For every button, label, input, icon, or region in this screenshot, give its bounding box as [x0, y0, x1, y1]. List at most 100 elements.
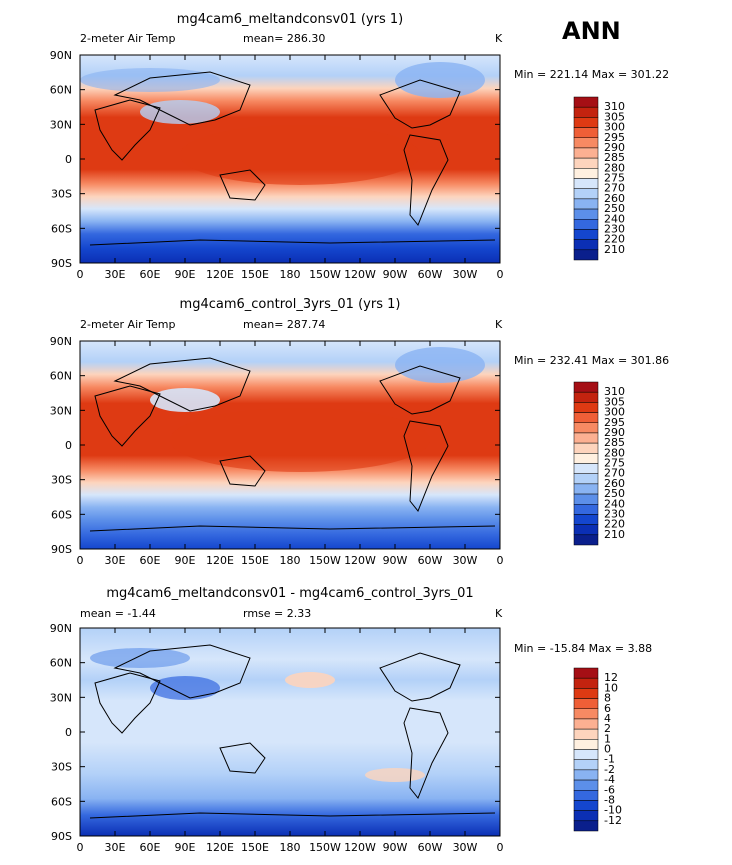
colorbar-label: 250: [604, 487, 625, 500]
lon-tick-label: 180: [280, 554, 301, 567]
lon-tick-label: 60E: [140, 841, 161, 854]
lon-tick-label: 180: [280, 841, 301, 854]
colorbar-swatch: [573, 790, 599, 801]
colorbar-swatch: [573, 442, 599, 454]
lon-tick-label: 120W: [344, 554, 376, 567]
colorbar-swatch: [573, 800, 599, 811]
colorbar-label: 300: [604, 406, 625, 419]
colorbar-swatch: [573, 677, 599, 689]
colorbar-label: 260: [604, 192, 625, 205]
panel-2-greenland-cool: [395, 347, 485, 383]
lon-tick-label: 60E: [140, 268, 161, 281]
panel-3: mg4cam6_meltandconsv01 - mg4cam6_control…: [50, 586, 652, 854]
colorbar-label: -1: [604, 753, 615, 766]
colorbar-label: 290: [604, 426, 625, 439]
colorbar-swatch: [573, 239, 599, 251]
panel-1-title: mg4cam6_meltandconsv01 (yrs 1): [177, 12, 403, 27]
panel-1-stats: Min = 221.14 Max = 301.22: [514, 68, 669, 81]
lat-tick-label: 30S: [51, 761, 72, 774]
colorbar-swatch: [573, 493, 599, 505]
colorbar-label: 220: [604, 518, 625, 531]
lat-tick-label: 60N: [50, 370, 72, 383]
colorbar-swatch: [573, 810, 599, 822]
colorbar-swatch: [573, 779, 599, 791]
colorbar-swatch: [573, 412, 599, 423]
lon-tick-label: 90W: [383, 841, 408, 854]
lon-tick-label: 150W: [309, 268, 341, 281]
panel-1-units: K: [495, 32, 503, 45]
colorbar-label: 275: [604, 172, 625, 185]
colorbar-label: -2: [604, 763, 615, 776]
lon-tick-label: 150W: [309, 841, 341, 854]
lat-tick-label: 60N: [50, 657, 72, 670]
lon-tick-label: 90W: [383, 268, 408, 281]
lon-tick-label: 30W: [453, 841, 478, 854]
panel-2-tibet-cool: [150, 388, 220, 412]
panel-2-center-label: mean= 287.74: [243, 318, 325, 331]
colorbar-label: 270: [604, 467, 625, 480]
colorbar-label: 250: [604, 202, 625, 215]
lon-tick-label: 30E: [105, 841, 126, 854]
lat-tick-label: 30N: [50, 691, 72, 704]
colorbar-swatch: [573, 147, 599, 159]
lon-tick-label: 30E: [105, 554, 126, 567]
panel-1-greenland-cool: [395, 62, 485, 98]
colorbar-label: 280: [604, 446, 625, 459]
lon-tick-label: 120E: [206, 268, 234, 281]
colorbar-label: 240: [604, 497, 625, 510]
colorbar-label: -8: [604, 793, 615, 806]
colorbar-swatch: [573, 117, 599, 128]
colorbar-label: 275: [604, 457, 625, 470]
season-label: ANN: [562, 17, 621, 45]
lon-tick-label: 60W: [418, 841, 443, 854]
lon-tick-label: 120W: [344, 268, 376, 281]
panel-3-title: mg4cam6_meltandconsv01 - mg4cam6_control…: [106, 586, 473, 601]
colorbar-swatch: [573, 208, 599, 220]
colorbar-label: 305: [604, 110, 625, 123]
colorbar-swatch: [573, 127, 599, 138]
colorbar-label: -12: [604, 814, 622, 827]
colorbar-swatch: [573, 432, 599, 444]
lon-tick-label: 60W: [418, 554, 443, 567]
lat-tick-label: 90N: [50, 335, 72, 348]
panel-1-coastlines: [89, 71, 496, 246]
panel-3-siberia-cool: [90, 648, 190, 668]
lat-tick-label: 60S: [51, 508, 72, 521]
colorbar-swatch: [573, 514, 599, 525]
lat-tick-label: 0: [65, 153, 72, 166]
lon-tick-label: 90E: [175, 554, 196, 567]
lon-tick-label: 60W: [418, 268, 443, 281]
lon-tick-label: 150E: [241, 841, 269, 854]
panel-1-siberia-cool: [80, 68, 220, 92]
panel-2-title: mg4cam6_control_3yrs_01 (yrs 1): [180, 297, 401, 312]
colorbar-swatch: [573, 402, 599, 413]
lat-tick-label: 90S: [51, 257, 72, 270]
colorbar-label: 295: [604, 131, 625, 144]
lon-tick-label: 0: [497, 268, 504, 281]
lat-tick-label: 90N: [50, 49, 72, 62]
colorbar-swatch: [573, 820, 599, 832]
colorbar-label: 2: [604, 722, 611, 735]
colorbar-swatch: [573, 96, 599, 108]
colorbar-swatch: [573, 534, 599, 546]
lon-tick-label: 60E: [140, 554, 161, 567]
lon-tick-label: 0: [77, 268, 84, 281]
colorbar-label: -6: [604, 783, 615, 796]
lat-tick-label: 60S: [51, 222, 72, 235]
lat-tick-label: 90S: [51, 830, 72, 843]
panel-2-map: [80, 341, 500, 549]
colorbar-swatch: [573, 708, 599, 720]
colorbar-swatch: [573, 157, 599, 169]
colorbar-label: 260: [604, 477, 625, 490]
panel-3-stats: Min = -15.84 Max = 3.88: [514, 642, 652, 655]
lon-tick-label: 90W: [383, 554, 408, 567]
panel-3-asia-cool: [150, 676, 220, 700]
colorbar-swatch: [573, 219, 599, 230]
colorbar-swatch: [573, 249, 599, 261]
panel-3-south-warm: [365, 768, 425, 782]
panel-2-units: K: [495, 318, 503, 331]
colorbar-swatch: [573, 473, 599, 485]
colorbar-label: 280: [604, 161, 625, 174]
colorbar-label: -10: [604, 804, 622, 817]
panel-2-axes: 0 30E 60E 90E 120E 150E 180 150W 120W 90W 60W 30W 09…: [50, 335, 504, 567]
